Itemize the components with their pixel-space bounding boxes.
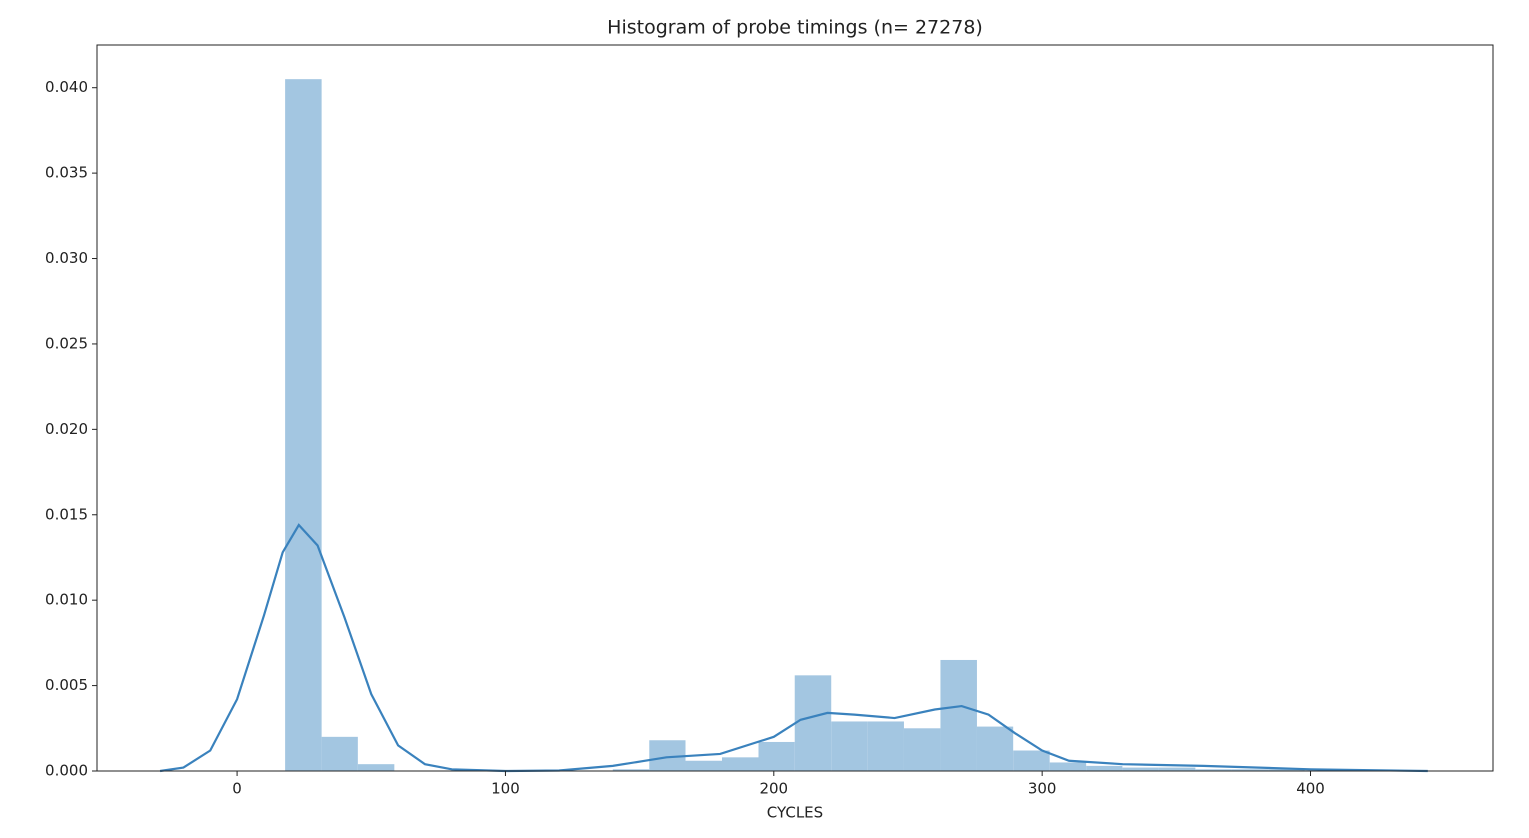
bar	[758, 741, 795, 771]
bar	[357, 764, 395, 771]
plot-frame	[96, 44, 1494, 772]
bar	[1086, 765, 1123, 771]
bar	[685, 760, 723, 771]
bar	[940, 659, 977, 771]
bar	[1013, 750, 1050, 771]
y-tick-label: 0.030	[45, 249, 88, 267]
bar	[831, 721, 868, 771]
x-tick-label: 200	[759, 780, 788, 798]
bar	[1195, 769, 1232, 771]
y-tick-label: 0.025	[45, 334, 88, 352]
y-tick-label: 0.010	[45, 591, 88, 609]
y-tick-label: 0.040	[45, 78, 88, 96]
x-tick-label: 0	[232, 780, 242, 798]
kde-line	[159, 523, 1428, 773]
bar	[794, 675, 832, 771]
bar	[976, 726, 1014, 771]
bar	[285, 79, 322, 772]
y-tick-label: 0.000	[45, 762, 88, 780]
chart-title: Histogram of probe timings (n= 27278)	[607, 17, 983, 39]
bar	[1268, 769, 1305, 771]
bar	[1231, 769, 1269, 771]
bar	[903, 728, 941, 771]
bar	[321, 736, 358, 771]
x-tick-label: 400	[1296, 780, 1325, 798]
x-tick-label: 300	[1028, 780, 1057, 798]
x-tick-label: 100	[491, 780, 520, 798]
bar	[867, 721, 904, 771]
bar	[1158, 767, 1196, 771]
y-tick-label: 0.035	[45, 164, 88, 182]
bar	[722, 757, 759, 771]
y-tick-label: 0.015	[45, 505, 88, 523]
y-tick-label: 0.005	[45, 676, 88, 694]
x-axis-label: CYCLES	[767, 804, 823, 822]
bar	[612, 769, 650, 771]
bar	[1122, 767, 1159, 771]
bar	[1049, 762, 1087, 771]
y-tick-label: 0.020	[45, 420, 88, 438]
